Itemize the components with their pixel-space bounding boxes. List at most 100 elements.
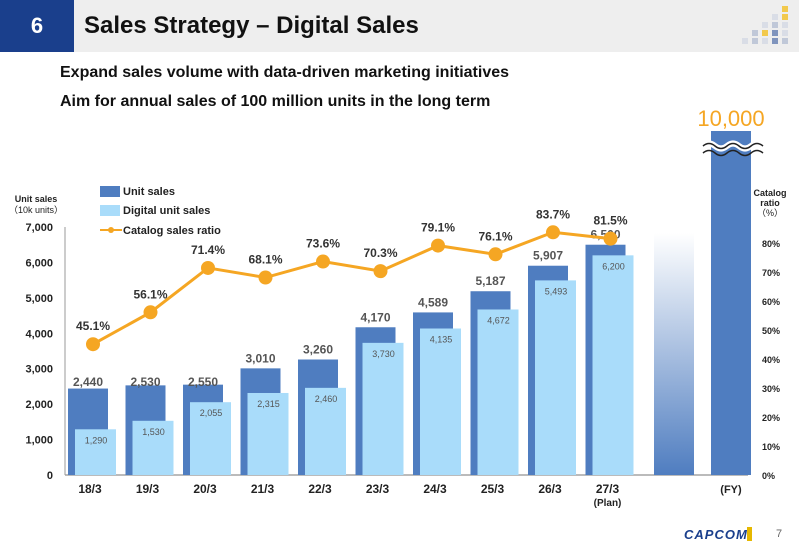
x-tick-label: 24/3	[423, 482, 447, 496]
unit-sales-data-label: 3,010	[245, 351, 275, 365]
y-right-tick-label: 70%	[762, 268, 780, 278]
y-right-tick-label: 50%	[762, 326, 780, 336]
catalog-ratio-data-label: 76.1%	[478, 229, 512, 243]
legend-digital-sales-swatch	[100, 205, 120, 216]
unit-sales-data-label: 2,550	[188, 375, 218, 389]
y-left-axis-label: Unit sales	[15, 194, 58, 204]
y-right-tick-label: 10%	[762, 442, 780, 452]
x-tick-sublabel: (Plan)	[594, 498, 622, 509]
y-left-tick-label: 2,000	[25, 399, 53, 411]
y-left-tick-label: 1,000	[25, 435, 53, 447]
digital-sales-bar	[477, 309, 519, 475]
x-tick-label: 18/3	[78, 482, 102, 496]
section-number: 6	[0, 0, 74, 52]
catalog-ratio-data-label: 70.3%	[363, 246, 397, 260]
x-tick-label: 20/3	[193, 482, 217, 496]
catalog-ratio-data-label: 68.1%	[248, 253, 282, 267]
projection-bar	[654, 233, 694, 475]
long-term-target-bar	[711, 131, 751, 475]
logo-accent-bar	[747, 527, 752, 541]
digital-sales-data-label: 1,290	[85, 435, 108, 445]
axis-break-mark	[702, 142, 764, 150]
digital-sales-data-label: 2,460	[315, 394, 338, 404]
digital-sales-bar	[305, 387, 346, 475]
digital-sales-data-label: 4,135	[430, 335, 453, 345]
subtitle-marketing: Expand sales volume with data-driven mar…	[60, 64, 510, 81]
capcom-logo: CAPCOM	[684, 527, 748, 542]
x-tick-label: 27/3	[596, 482, 620, 496]
page-number: 7	[776, 528, 783, 540]
catalog-ratio-point	[546, 225, 560, 240]
digital-sales-bar	[247, 392, 289, 475]
y-right-axis-label: ratio	[760, 198, 780, 208]
x-tick-label: 22/3	[308, 482, 332, 496]
catalog-ratio-point	[488, 247, 503, 262]
y-left-tick-label: 6,000	[25, 257, 53, 269]
catalog-ratio-data-label: 73.6%	[306, 237, 340, 251]
catalog-ratio-point	[431, 238, 445, 253]
page-title: Sales Strategy – Digital Sales	[84, 12, 419, 39]
y-left-tick-label: 3,000	[25, 364, 53, 376]
digital-sales-data-label: 5,493	[545, 286, 568, 296]
catalog-ratio-data-label: 56.1%	[133, 287, 167, 301]
unit-sales-data-label: 2,530	[130, 375, 160, 389]
legend-digital-sales-label: Digital unit sales	[123, 205, 210, 217]
digital-sales-data-label: 1,530	[142, 427, 165, 437]
axis-break-mark	[702, 149, 764, 157]
digital-sales-bar	[362, 342, 404, 475]
catalog-ratio-point	[316, 254, 330, 269]
x-tick-label: 25/3	[481, 482, 505, 496]
digital-sales-data-label: 2,055	[200, 408, 223, 418]
digital-sales-data-label: 3,730	[372, 349, 395, 359]
digital-sales-data-label: 4,672	[487, 315, 510, 325]
catalog-ratio-data-label: 83.7%	[536, 207, 570, 221]
y-left-axis-label: （10k units）	[9, 205, 63, 215]
y-right-tick-label: 0%	[762, 471, 775, 481]
catalog-ratio-point	[603, 231, 618, 246]
catalog-ratio-point	[201, 260, 215, 275]
digital-sales-bar	[190, 402, 231, 475]
catalog-ratio-line	[92, 230, 611, 346]
digital-sales-data-label: 6,200	[602, 261, 625, 271]
digital-sales-bar	[592, 255, 634, 475]
y-right-axis-label: （%）	[757, 208, 783, 218]
unit-sales-data-label: 4,170	[360, 310, 390, 324]
x-unit-label: (FY)	[720, 484, 742, 496]
x-tick-label: 21/3	[251, 482, 275, 496]
y-right-tick-label: 20%	[762, 413, 780, 423]
x-tick-label: 26/3	[538, 482, 562, 496]
legend-unit-sales-label: Unit sales	[123, 186, 175, 198]
y-right-axis-label: Catalog	[753, 188, 786, 198]
y-right-tick-label: 40%	[762, 355, 780, 365]
y-right-tick-label: 30%	[762, 384, 780, 394]
subtitle-target: Aim for annual sales of 100 million unit…	[60, 93, 491, 110]
y-left-tick-label: 5,000	[25, 293, 53, 305]
catalog-ratio-point	[258, 270, 273, 285]
unit-sales-data-label: 5,187	[475, 274, 505, 288]
header-bar	[0, 0, 799, 52]
unit-sales-data-label: 5,907	[533, 249, 563, 263]
digital-sales-bar	[420, 328, 461, 475]
catalog-ratio-data-label: 45.1%	[76, 319, 110, 333]
legend-catalog-ratio-marker	[108, 227, 114, 233]
catalog-ratio-data-label: 71.4%	[191, 243, 225, 257]
unit-sales-data-label: 3,260	[303, 343, 333, 357]
legend-unit-sales-swatch	[100, 186, 120, 197]
digital-sales-bar	[132, 420, 174, 475]
digital-sales-bar	[75, 429, 116, 475]
y-left-tick-label: 4,000	[25, 328, 53, 340]
long-term-target-label: 10,000	[697, 106, 764, 131]
catalog-ratio-point	[143, 305, 158, 320]
digital-sales-bar	[535, 280, 576, 475]
y-left-tick-label: 0	[47, 470, 53, 482]
digital-sales-data-label: 2,315	[257, 399, 280, 409]
y-right-tick-label: 80%	[762, 239, 780, 249]
x-tick-label: 23/3	[366, 482, 390, 496]
decorative-squares-icon	[742, 6, 788, 44]
catalog-ratio-data-label: 81.5%	[593, 214, 627, 228]
unit-sales-data-label: 2,440	[73, 375, 103, 389]
x-tick-label: 19/3	[136, 482, 160, 496]
y-right-tick-label: 60%	[762, 297, 780, 307]
catalog-ratio-point	[373, 264, 388, 279]
